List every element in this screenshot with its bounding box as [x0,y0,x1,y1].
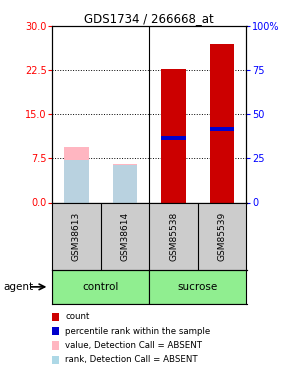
Text: GSM85539: GSM85539 [218,211,227,261]
Bar [52,270,149,304]
Bar [149,270,246,304]
Title: GDS1734 / 266668_at: GDS1734 / 266668_at [84,12,214,25]
Bar [64,160,89,202]
Bar [113,165,137,202]
Bar [113,164,137,202]
Text: agent: agent [3,282,33,292]
Text: sucrose: sucrose [178,282,218,292]
Text: percentile rank within the sample: percentile rank within the sample [65,327,211,336]
Text: GSM38614: GSM38614 [121,211,130,261]
Bar [162,69,186,203]
Bar [210,127,234,131]
Text: value, Detection Call = ABSENT: value, Detection Call = ABSENT [65,341,202,350]
Bar [64,147,89,202]
Text: count: count [65,312,90,321]
Text: GSM38613: GSM38613 [72,211,81,261]
Bar [162,136,186,140]
Text: control: control [83,282,119,292]
Text: GSM85538: GSM85538 [169,211,178,261]
Text: rank, Detection Call = ABSENT: rank, Detection Call = ABSENT [65,355,198,364]
Bar [210,44,234,203]
